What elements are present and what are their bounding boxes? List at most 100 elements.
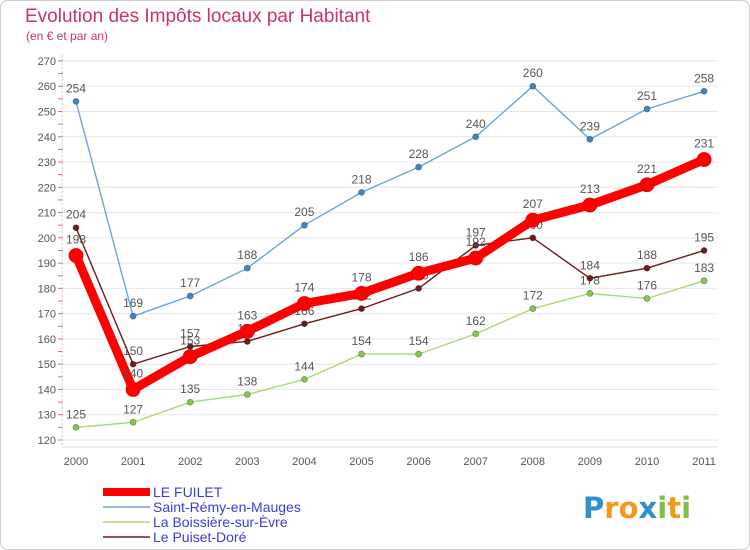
data-point <box>300 221 308 229</box>
data-point <box>300 320 308 328</box>
data-label: 239 <box>580 119 600 133</box>
x-tick-label: 2000 <box>64 456 88 468</box>
data-point <box>129 360 137 368</box>
data-point <box>358 350 365 358</box>
legend-label: La Boissière-sur-Èvre <box>153 514 288 530</box>
x-tick-label: 2008 <box>521 456 545 468</box>
series-0: 193 140 153 163 174 178 186 192 207 213 221 231 <box>66 137 714 397</box>
data-point <box>472 330 480 338</box>
logo-text: Proxiti <box>583 491 691 525</box>
logo-letter: i <box>657 491 667 525</box>
data-point <box>300 375 308 383</box>
data-label: 177 <box>180 276 200 290</box>
y-tick-label: 240 <box>38 132 56 144</box>
data-label: 204 <box>66 208 86 222</box>
chart-title: Evolution des Impôts locaux par Habitant <box>25 6 371 27</box>
series-line <box>71 155 709 394</box>
legend-item: Saint-Rémy-en-Mauges <box>103 499 301 515</box>
logo-letter: P <box>583 491 604 525</box>
y-tick-label: 250 <box>38 106 56 118</box>
data-label: 183 <box>694 261 714 275</box>
y-tick-label: 270 <box>38 56 56 68</box>
data-label: 174 <box>294 281 314 295</box>
data-point <box>239 323 255 339</box>
data-label: 240 <box>466 117 486 131</box>
data-point <box>472 242 480 249</box>
x-tick-label: 2006 <box>406 456 430 468</box>
x-tick-label: 2001 <box>121 456 145 468</box>
data-label: 162 <box>466 314 486 328</box>
logo-letter: r <box>604 491 619 525</box>
data-label: 169 <box>123 296 143 310</box>
data-label: 150 <box>123 344 143 358</box>
data-label: 258 <box>694 71 714 85</box>
data-point <box>72 224 80 232</box>
legend-label: Saint-Rémy-en-Mauges <box>153 499 301 515</box>
logo-letter: t <box>667 491 681 525</box>
y-tick-label: 120 <box>38 435 56 447</box>
data-point <box>696 152 712 167</box>
data-point <box>415 284 423 292</box>
data-label: 135 <box>180 382 200 396</box>
logo-letter: x <box>639 491 658 525</box>
data-point <box>182 349 198 365</box>
data-label: 127 <box>123 402 143 416</box>
y-tick-label: 160 <box>38 334 56 346</box>
data-point <box>700 247 708 254</box>
data-label: 125 <box>66 407 86 421</box>
data-label: 193 <box>66 233 86 247</box>
data-label: 157 <box>180 327 200 341</box>
data-label: 186 <box>409 250 429 264</box>
data-point <box>72 97 80 105</box>
y-tick-label: 260 <box>38 81 56 93</box>
y-tick-label: 230 <box>38 157 56 169</box>
logo-letter: i <box>681 491 691 525</box>
y-tick-label: 180 <box>38 283 56 295</box>
legend-item: LE FUILET <box>103 484 223 500</box>
data-point <box>72 423 80 431</box>
data-point <box>68 248 84 263</box>
data-label: 207 <box>523 197 543 211</box>
data-point <box>639 177 655 193</box>
data-point <box>529 82 537 90</box>
data-label: 218 <box>351 172 371 186</box>
data-point <box>643 105 651 113</box>
logo-letter: o <box>619 491 639 525</box>
data-point <box>243 264 251 272</box>
x-axis: 2000 2001 2002 2003 2004 2005 2006 2007 2008 2009… <box>62 446 718 468</box>
data-point <box>415 163 423 171</box>
grid <box>62 60 718 441</box>
legend-item: Le Puiset-Doré <box>103 529 247 545</box>
data-label: 221 <box>637 162 657 176</box>
data-point <box>468 250 484 266</box>
data-point <box>700 87 708 95</box>
y-tick-label: 130 <box>38 410 56 422</box>
x-tick-label: 2003 <box>235 456 259 468</box>
data-label: 197 <box>466 225 486 239</box>
data-label: 195 <box>694 230 714 244</box>
y-tick-label: 150 <box>38 359 56 371</box>
legend-label: LE FUILET <box>153 484 223 500</box>
data-point <box>643 264 651 272</box>
y-axis: 120 130 140 150 160 170 180 190 200 210 220 230 240 2… <box>38 55 63 447</box>
data-label: 138 <box>237 375 257 389</box>
data-point <box>354 286 369 301</box>
data-point <box>129 418 137 426</box>
data-point <box>472 133 480 141</box>
data-point <box>700 277 708 285</box>
y-tick-label: 170 <box>38 309 56 321</box>
data-label: 172 <box>523 289 543 303</box>
data-point <box>586 135 594 143</box>
data-point <box>415 350 423 358</box>
data-label: 178 <box>351 270 371 284</box>
data-point <box>411 265 427 281</box>
data-point <box>529 234 537 242</box>
data-point <box>243 391 251 398</box>
data-point <box>586 290 594 297</box>
x-tick-label: 2009 <box>578 456 602 468</box>
data-point <box>643 295 651 302</box>
legend-item: La Boissière-sur-Èvre <box>103 514 288 530</box>
